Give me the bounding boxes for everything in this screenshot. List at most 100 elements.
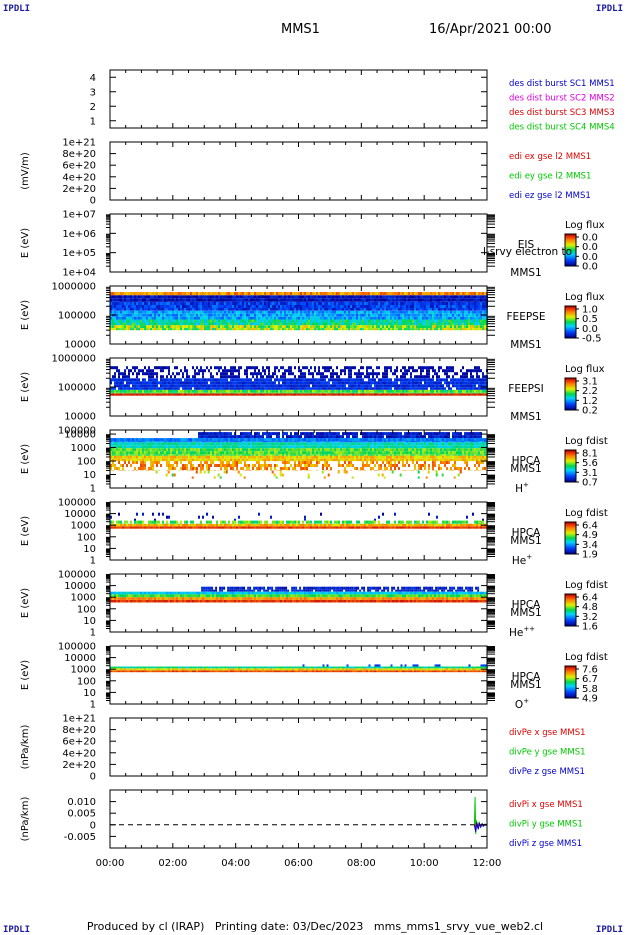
heatmap-cell bbox=[484, 390, 486, 393]
heatmap-cell bbox=[462, 325, 464, 328]
heatmap-cell bbox=[444, 390, 446, 393]
heatmap-cell bbox=[384, 320, 386, 323]
heatmap-cell bbox=[332, 314, 334, 317]
heatmap-cell bbox=[388, 311, 390, 314]
heatmap-cell bbox=[402, 387, 404, 390]
heatmap-cell bbox=[332, 298, 334, 301]
heatmap-cell bbox=[380, 323, 382, 326]
heatmap-cell bbox=[346, 305, 348, 308]
heatmap-cell bbox=[230, 387, 232, 390]
heatmap-cell bbox=[390, 393, 392, 395]
heatmap-cell bbox=[230, 308, 232, 311]
heatmap-cell bbox=[442, 390, 444, 393]
heatmap-cell bbox=[272, 301, 274, 302]
heatmap-cell bbox=[402, 375, 404, 378]
heatmap-cell bbox=[184, 311, 186, 314]
heatmap-cell bbox=[350, 328, 352, 330]
heatmap-cell bbox=[314, 298, 316, 301]
heatmap-cell bbox=[334, 393, 336, 395]
heatmap-cell bbox=[192, 298, 194, 301]
heatmap-cell bbox=[248, 378, 250, 381]
heatmap-cell bbox=[464, 378, 466, 381]
heatmap-cell bbox=[396, 393, 398, 394]
heatmap-cell bbox=[344, 323, 346, 326]
legend-entry: edi ey gse l2 MMS1 bbox=[509, 172, 591, 182]
heatmap-cell bbox=[472, 328, 474, 330]
heatmap-cell bbox=[442, 320, 444, 323]
heatmap-cell bbox=[260, 384, 262, 387]
heatmap-cell bbox=[412, 366, 414, 369]
heatmap-cell bbox=[358, 320, 360, 323]
heatmap-cell bbox=[180, 378, 182, 381]
heatmap-cell bbox=[132, 384, 134, 387]
heatmap-cell bbox=[386, 372, 388, 375]
heatmap-cell bbox=[192, 384, 194, 387]
heatmap-cell bbox=[298, 381, 300, 384]
heatmap-cell bbox=[418, 328, 420, 330]
heatmap-cell bbox=[198, 325, 200, 328]
heatmap-cell bbox=[276, 325, 278, 328]
heatmap-cell bbox=[120, 301, 122, 302]
heatmap-cell bbox=[364, 381, 366, 384]
heatmap-cell bbox=[298, 378, 300, 381]
heatmap-cell bbox=[392, 372, 394, 375]
heatmap-cell bbox=[200, 378, 202, 381]
heatmap-cell bbox=[446, 390, 448, 393]
heatmap-cell bbox=[352, 378, 354, 381]
heatmap-cell bbox=[316, 393, 318, 395]
heatmap-cell bbox=[342, 378, 344, 381]
heatmap-cell bbox=[278, 381, 280, 384]
heatmap-cell bbox=[230, 298, 232, 301]
heatmap-cell bbox=[394, 378, 396, 381]
heatmap-cell bbox=[158, 301, 160, 302]
heatmap-cell bbox=[462, 328, 464, 330]
heatmap-cell bbox=[404, 372, 406, 375]
heatmap-cell bbox=[136, 378, 138, 381]
heatmap-cell bbox=[326, 393, 328, 395]
heatmap-cell bbox=[302, 305, 304, 308]
heatmap-cell bbox=[252, 320, 254, 323]
heatmap-cell bbox=[384, 378, 386, 381]
heatmap-cell bbox=[478, 378, 480, 381]
heatmap-cell bbox=[410, 375, 412, 378]
heatmap-cell bbox=[316, 323, 318, 326]
heatmap-cell bbox=[346, 390, 348, 393]
heatmap-cell bbox=[350, 325, 352, 328]
heatmap-cell bbox=[266, 381, 268, 384]
heatmap-cell bbox=[156, 323, 158, 326]
heatmap-cell bbox=[230, 369, 232, 372]
heatmap-cell bbox=[434, 308, 436, 311]
heatmap-cell bbox=[366, 298, 368, 301]
heatmap-cell bbox=[468, 381, 470, 384]
heatmap-cell bbox=[182, 305, 184, 308]
heatmap-cell bbox=[174, 323, 176, 326]
heatmap-cell bbox=[334, 381, 336, 384]
heatmap-cell bbox=[210, 375, 212, 378]
heatmap-cell bbox=[302, 298, 304, 301]
heatmap-cell bbox=[300, 381, 302, 384]
heatmap-cell bbox=[328, 328, 330, 330]
heatmap-cell bbox=[348, 305, 350, 308]
heatmap-cell bbox=[124, 393, 126, 395]
heatmap-cell bbox=[380, 328, 382, 330]
heatmap-cell bbox=[396, 308, 398, 311]
heatmap-cell bbox=[442, 393, 444, 394]
heatmap-cell bbox=[446, 328, 448, 330]
heatmap-cell bbox=[260, 375, 262, 378]
heatmap-cell bbox=[444, 308, 446, 311]
heatmap-cell bbox=[198, 292, 200, 295]
heatmap-cell bbox=[326, 369, 328, 372]
heatmap-cell bbox=[404, 325, 406, 328]
heatmap-cell bbox=[348, 390, 350, 393]
heatmap-cell bbox=[120, 325, 122, 328]
heatmap-cell bbox=[200, 317, 202, 320]
heatmap-cell bbox=[372, 328, 374, 330]
heatmap-cell bbox=[254, 372, 256, 375]
heatmap-cell bbox=[238, 314, 240, 317]
heatmap-cell bbox=[140, 384, 142, 387]
heatmap-cell bbox=[230, 317, 232, 320]
heatmap-cell bbox=[198, 369, 200, 372]
heatmap-cell bbox=[236, 317, 238, 320]
heatmap-cell bbox=[254, 387, 256, 390]
heatmap-cell bbox=[268, 301, 270, 302]
